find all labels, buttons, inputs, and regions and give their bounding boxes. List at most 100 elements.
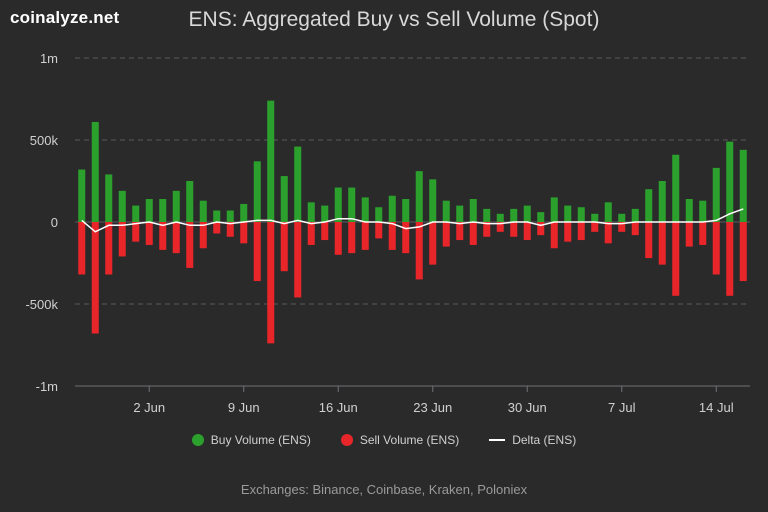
buy-volume-bar	[402, 199, 410, 222]
sell-volume-bar	[483, 222, 491, 237]
x-tick-label: 14 Jul	[699, 400, 734, 415]
buy-volume-bar	[118, 190, 126, 222]
buy-volume-bar	[145, 199, 153, 222]
buy-volume-bar	[415, 171, 423, 222]
buy-volume-bar	[91, 121, 99, 222]
legend-item-delta[interactable]: Delta (ENS)	[489, 433, 576, 447]
sell-volume-bar	[91, 222, 99, 334]
sell-volume-bar	[132, 222, 140, 242]
legend-label-sell: Sell Volume (ENS)	[359, 433, 460, 447]
buy-volume-bar	[510, 208, 518, 222]
buy-volume-bar	[240, 203, 248, 222]
buy-volume-bar	[186, 181, 194, 222]
buy-volume-bar	[658, 181, 666, 222]
x-tick-label: 7 Jul	[608, 400, 636, 415]
y-tick-label: -1m	[36, 379, 58, 394]
sell-volume-bar	[186, 222, 194, 268]
buy-volume-bar	[631, 208, 639, 222]
sell-volume-bar	[294, 222, 302, 298]
buy-volume-bar	[321, 205, 329, 222]
sell-volume-bar	[564, 222, 572, 242]
buy-volume-bar	[132, 205, 140, 222]
sell-volume-bar	[739, 222, 747, 282]
sell-volume-bar	[402, 222, 410, 254]
legend-label-buy: Buy Volume (ENS)	[210, 433, 311, 447]
buy-volume-bar	[348, 187, 356, 222]
chart-title: ENS: Aggregated Buy vs Sell Volume (Spot…	[188, 8, 600, 31]
sell-volume-bar	[618, 222, 626, 232]
sell-volume-bar	[456, 222, 464, 241]
buy-volume-bar	[388, 195, 396, 222]
buy-volume-bar	[739, 149, 747, 222]
sell-volume-bar	[78, 222, 86, 275]
buy-volume-bar	[267, 100, 275, 222]
x-tick-label: 23 Jun	[413, 400, 452, 415]
sell-volume-bar	[159, 222, 167, 250]
buy-volume-bar	[280, 176, 288, 222]
chart-canvas: 1m 500k 0 -500k -1m 2 Jun 9 Jun 16 Jun 23 Jun 30…	[25, 51, 750, 415]
y-tick-label: 1m	[40, 51, 58, 66]
buy-volume-bar	[213, 210, 221, 222]
sell-volume-bar	[145, 222, 153, 245]
sell-volume-bar	[240, 222, 248, 244]
sell-volume-bar	[537, 222, 545, 236]
sell-volume-bar	[685, 222, 693, 247]
sell-volume-bar	[253, 222, 261, 282]
sell-volume-bar	[348, 222, 356, 254]
buy-volume-bar	[550, 197, 558, 222]
sell-volume-bar	[267, 222, 275, 344]
legend-item-buy[interactable]: Buy Volume (ENS)	[191, 433, 311, 447]
buy-volume-bar	[469, 199, 477, 222]
buy-volume-bar	[361, 197, 369, 222]
sell-volume-bar	[226, 222, 234, 237]
buy-volume-bar	[604, 202, 612, 222]
delta-legend-line-icon	[489, 439, 506, 441]
legend-label-delta: Delta (ENS)	[512, 433, 577, 447]
sell-volume-bar	[415, 222, 423, 280]
sell-volume-bar	[591, 222, 599, 232]
x-tick-label: 16 Jun	[319, 400, 358, 415]
sell-volume-bar	[321, 222, 329, 241]
buy-volume-bar	[172, 190, 180, 222]
buy-volume-bar	[294, 146, 302, 222]
y-tick-label: -500k	[25, 297, 58, 312]
legend: Buy Volume (ENS) Sell Volume (ENS) Delta…	[0, 433, 768, 447]
buy-volume-bar	[375, 207, 383, 222]
y-tick-label: 0	[51, 215, 58, 230]
buy-volume-bar	[442, 200, 450, 222]
buy-volume-bar	[645, 189, 653, 222]
buy-volume-bar	[726, 141, 734, 222]
sell-volume-bar	[699, 222, 707, 245]
sell-volume-bar	[712, 222, 720, 275]
buy-volume-bar	[564, 205, 572, 222]
buy-volume-bar	[523, 205, 531, 222]
sell-volume-bar	[361, 222, 369, 250]
buy-volume-bar	[685, 199, 693, 222]
buy-volume-bar	[253, 161, 261, 222]
sell-volume-bar	[645, 222, 653, 259]
buy-volume-bar	[307, 202, 315, 222]
buy-volume-bar	[78, 169, 86, 222]
buy-volume-bar	[712, 167, 720, 222]
sell-volume-bar	[550, 222, 558, 249]
buy-legend-dot-icon	[191, 434, 204, 446]
buy-volume-bar	[159, 199, 167, 222]
sell-volume-bar	[469, 222, 477, 245]
x-tick-label: 30 Jun	[508, 400, 547, 415]
sell-volume-bar	[726, 222, 734, 296]
x-tick-label: 9 Jun	[228, 400, 260, 415]
y-tick-label: 500k	[30, 133, 59, 148]
sell-volume-bar	[631, 222, 639, 236]
sell-volume-bar	[523, 222, 531, 241]
sell-volume-bar	[604, 222, 612, 244]
sell-volume-bar	[672, 222, 680, 296]
buy-volume-bar	[199, 200, 207, 222]
brand-logo-text[interactable]: coinalyze.net	[10, 8, 120, 27]
sell-volume-bar	[388, 222, 396, 250]
buy-volume-bar	[618, 213, 626, 222]
sell-volume-bar	[442, 222, 450, 247]
delta-line	[81, 208, 744, 233]
legend-item-sell[interactable]: Sell Volume (ENS)	[340, 433, 460, 447]
buy-volume-bar	[496, 213, 504, 222]
buy-volume-bar	[577, 207, 585, 222]
